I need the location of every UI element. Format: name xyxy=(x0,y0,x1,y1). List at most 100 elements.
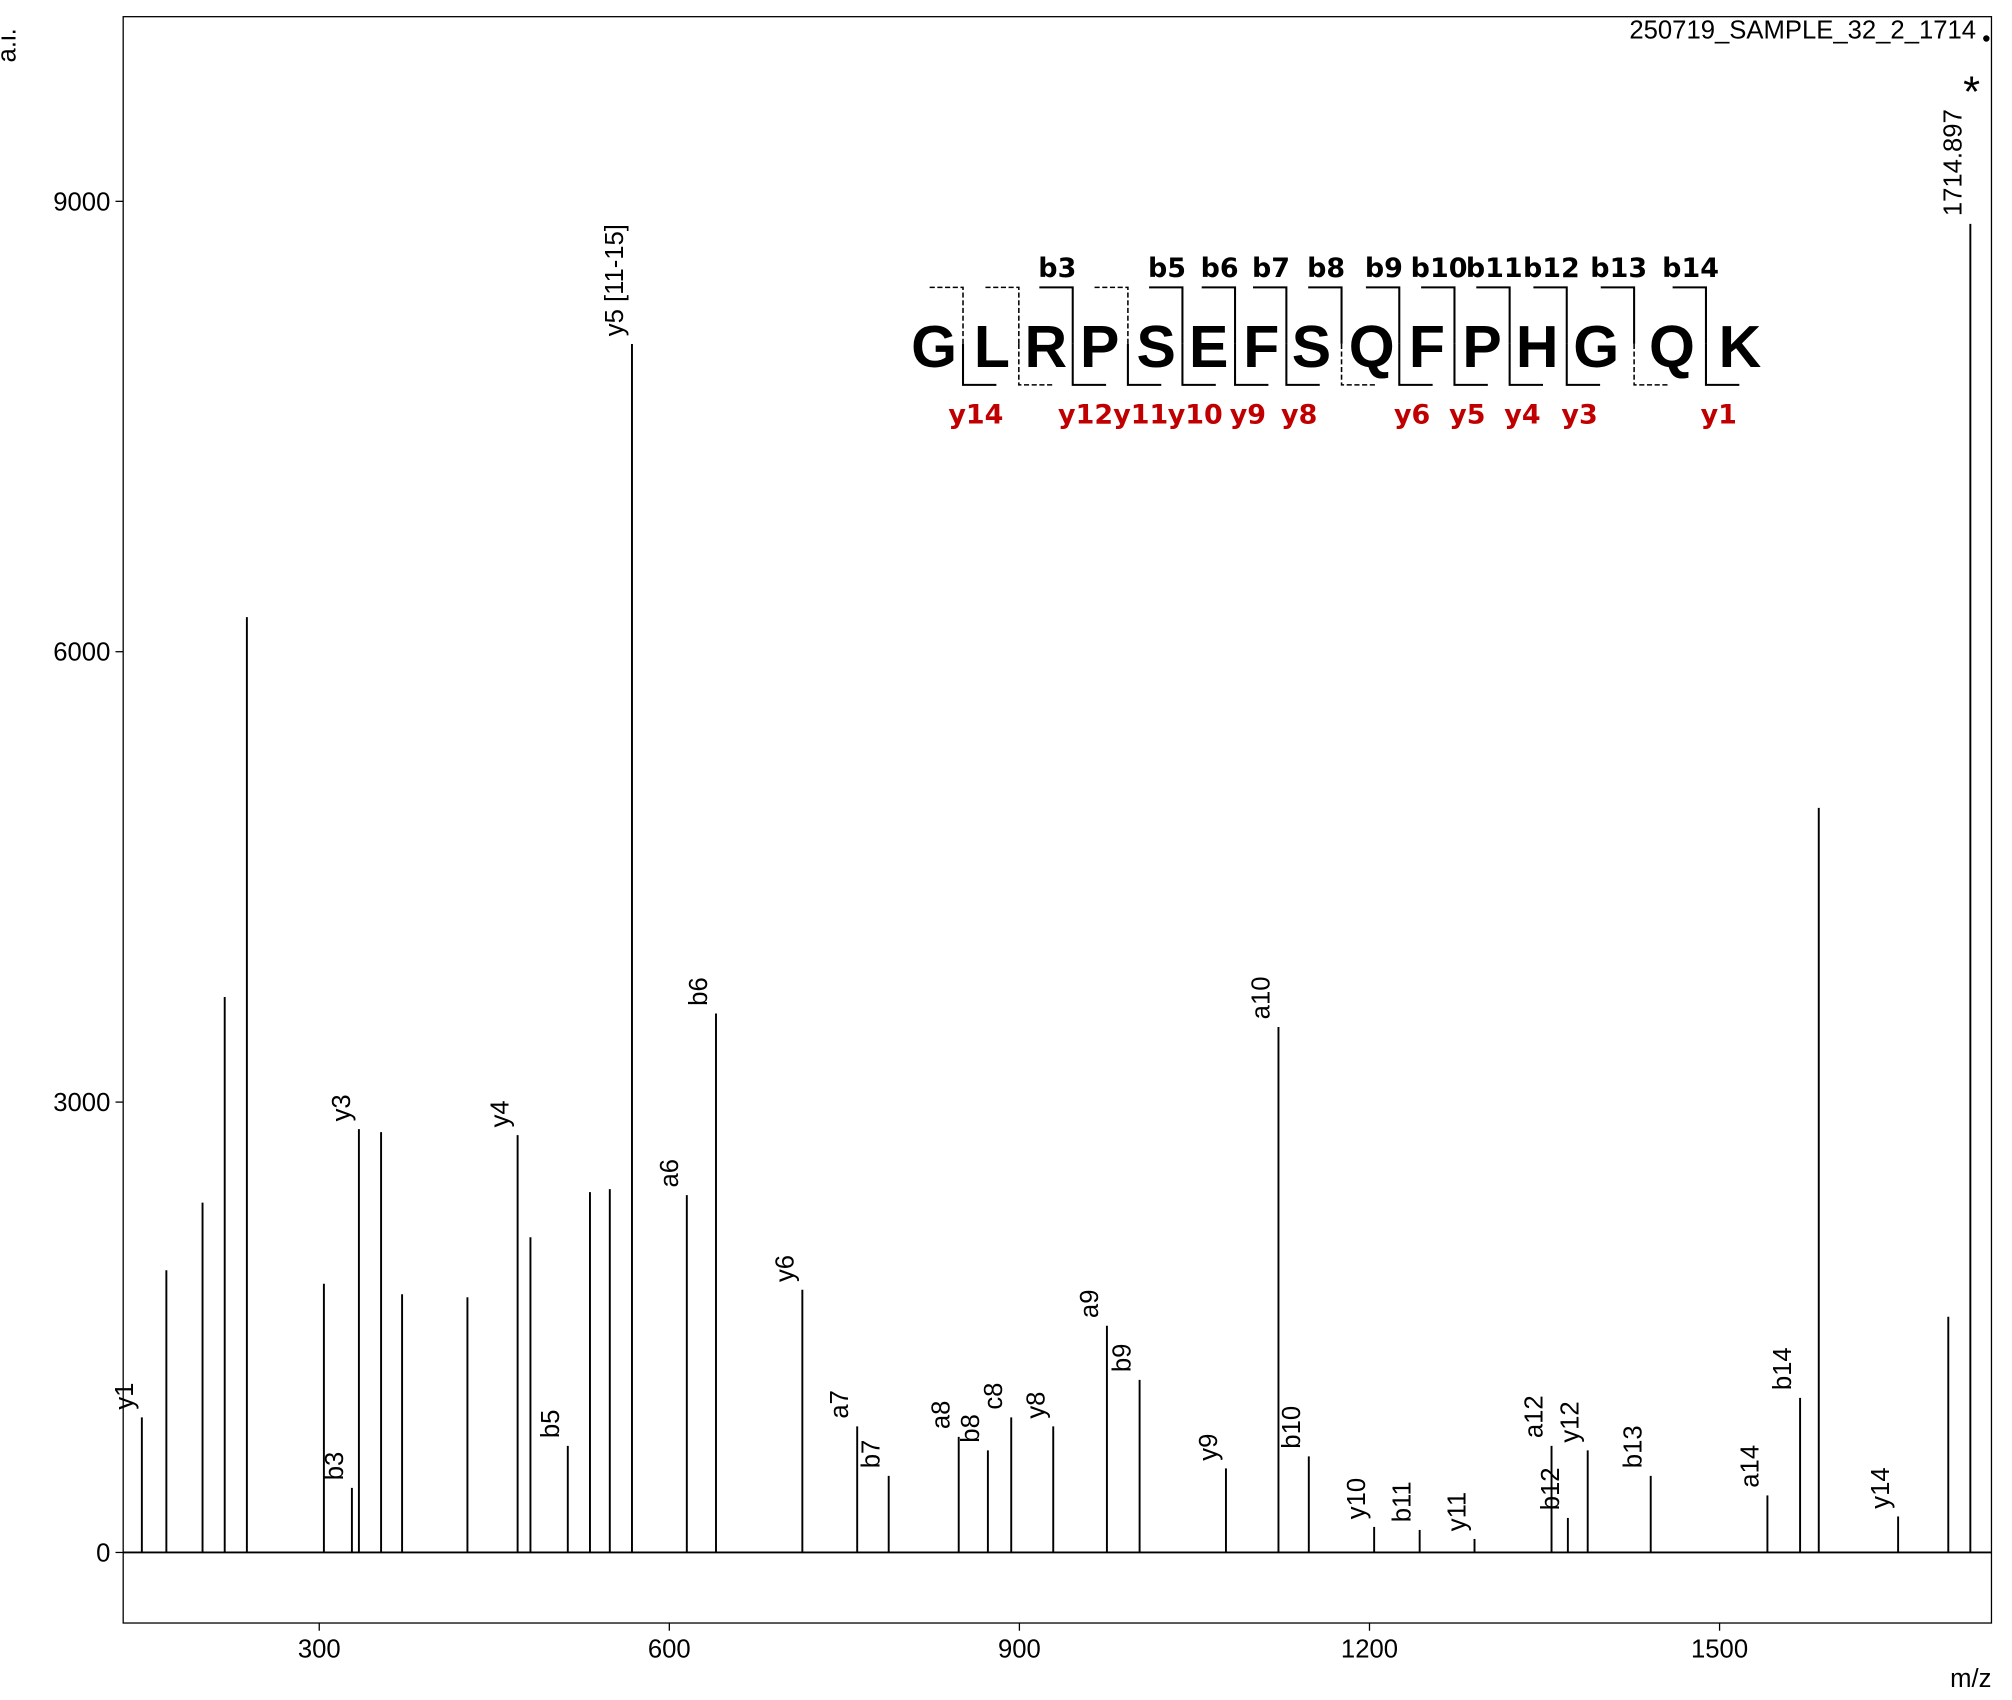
b-ion-label: b7 xyxy=(1252,253,1290,284)
residue: S xyxy=(1292,314,1331,380)
y-tick-label: 9000 xyxy=(53,188,110,216)
y-tick-label: 0 xyxy=(96,1539,110,1567)
peak-label: y11 xyxy=(1444,1492,1472,1531)
y-ion-label: y5 xyxy=(1449,399,1485,430)
peak-label: y6 xyxy=(771,1255,799,1282)
peak-label: b5 xyxy=(537,1410,565,1439)
residue: G xyxy=(1573,314,1619,380)
b-bracket xyxy=(1421,286,1456,344)
residue: F xyxy=(1243,314,1279,380)
b-ion-label: b5 xyxy=(1148,253,1186,284)
b-ion-label: b6 xyxy=(1201,253,1239,284)
y-bracket xyxy=(1181,343,1216,386)
b-ion-label: b13 xyxy=(1590,253,1647,284)
y-bracket xyxy=(1340,343,1375,386)
y-axis-label: a.i. xyxy=(0,28,21,62)
residue: H xyxy=(1516,314,1559,380)
y-bracket xyxy=(1398,343,1433,386)
b-ion-label: b3 xyxy=(1038,253,1076,284)
peak-label: b14 xyxy=(1769,1347,1797,1390)
y-bracket xyxy=(1018,343,1053,386)
peak-label: a6 xyxy=(656,1159,684,1188)
peak-label: y14 xyxy=(1867,1467,1895,1508)
y-bracket xyxy=(1565,343,1601,386)
residue: R xyxy=(1024,314,1067,380)
residue: L xyxy=(974,314,1010,380)
peak-label: 1714.897 xyxy=(1939,109,1967,216)
peak-label: a10 xyxy=(1247,977,1275,1020)
y-bracket xyxy=(1453,343,1488,386)
y-bracket xyxy=(1126,343,1162,386)
residue: Q xyxy=(1349,314,1395,380)
y-bracket xyxy=(1285,343,1320,386)
peak-label: a8 xyxy=(928,1401,956,1430)
b-bracket xyxy=(1094,286,1129,344)
peak-label: y4 xyxy=(487,1100,515,1127)
b-bracket xyxy=(1253,286,1288,344)
x-tick-label: 600 xyxy=(648,1636,691,1664)
y-ion-label: y11 xyxy=(1113,399,1168,430)
annotation: * xyxy=(1963,69,1980,117)
b-ion-label: b8 xyxy=(1307,253,1345,284)
residue: P xyxy=(1080,314,1119,380)
b-bracket xyxy=(1600,286,1636,344)
peak-label: a14 xyxy=(1736,1445,1764,1488)
b-bracket xyxy=(1201,286,1237,344)
residue: S xyxy=(1136,314,1175,380)
residue: E xyxy=(1189,314,1228,380)
b-bracket xyxy=(985,286,1020,344)
b-bracket xyxy=(1039,286,1074,344)
peak-label: a7 xyxy=(826,1390,854,1419)
b-bracket xyxy=(1149,286,1184,344)
peak-label: b10 xyxy=(1278,1406,1306,1449)
b-ion-label: b14 xyxy=(1662,253,1719,284)
y-bracket xyxy=(1633,343,1668,386)
b-bracket xyxy=(1308,286,1343,344)
y-ion-label: y4 xyxy=(1504,399,1540,430)
y-ion-label: y12 xyxy=(1058,399,1113,430)
y-bracket xyxy=(1508,343,1544,386)
residue: Q xyxy=(1649,314,1695,380)
y-ion-label: y9 xyxy=(1230,399,1266,430)
b-bracket xyxy=(1533,286,1568,344)
y-ion-label: y8 xyxy=(1281,399,1317,430)
y-ion-label: y10 xyxy=(1168,399,1223,430)
x-tick-label: 1200 xyxy=(1341,1636,1398,1664)
peak-label: b12 xyxy=(1537,1467,1565,1510)
title-marker xyxy=(1983,35,1990,42)
peak-label: b13 xyxy=(1620,1425,1648,1468)
b-ion-label: b11 xyxy=(1466,253,1523,284)
y-bracket xyxy=(1704,343,1740,386)
peak-label: y5 [11-15] xyxy=(601,224,629,336)
plot-frame xyxy=(122,16,1993,1624)
y-ion-label: y3 xyxy=(1561,399,1597,430)
chart-title: 250719_SAMPLE_32_2_1714 xyxy=(1629,16,1976,44)
residue: P xyxy=(1462,314,1501,380)
peak-label: y9 xyxy=(1195,1434,1223,1461)
b-bracket xyxy=(929,286,964,344)
y-tick-label: 3000 xyxy=(53,1089,110,1117)
y-bracket xyxy=(1234,343,1269,386)
peak-label: y3 xyxy=(328,1094,356,1121)
peak-label: b7 xyxy=(858,1440,886,1469)
y-ion-label: y6 xyxy=(1394,399,1430,430)
residue: K xyxy=(1719,314,1762,380)
b-ion-label: b12 xyxy=(1523,253,1580,284)
peak-label: b3 xyxy=(321,1452,349,1481)
y-bracket xyxy=(961,343,997,386)
peak-label: b9 xyxy=(1109,1344,1137,1373)
y-bracket xyxy=(1071,343,1107,386)
y-ion-label: y14 xyxy=(948,399,1003,430)
y-tick-label: 6000 xyxy=(53,639,110,667)
x-tick-label: 1500 xyxy=(1691,1636,1748,1664)
peak-label: y10 xyxy=(1343,1478,1371,1519)
b-bracket xyxy=(1476,286,1511,344)
peak-label: a12 xyxy=(1521,1395,1549,1438)
x-tick-label: 300 xyxy=(298,1636,341,1664)
peak-label: y8 xyxy=(1022,1392,1050,1419)
peak-label: c8 xyxy=(980,1383,1008,1410)
y-ion-label: y1 xyxy=(1701,399,1737,430)
peak-label: y12 xyxy=(1557,1401,1585,1442)
b-bracket xyxy=(1365,286,1401,344)
